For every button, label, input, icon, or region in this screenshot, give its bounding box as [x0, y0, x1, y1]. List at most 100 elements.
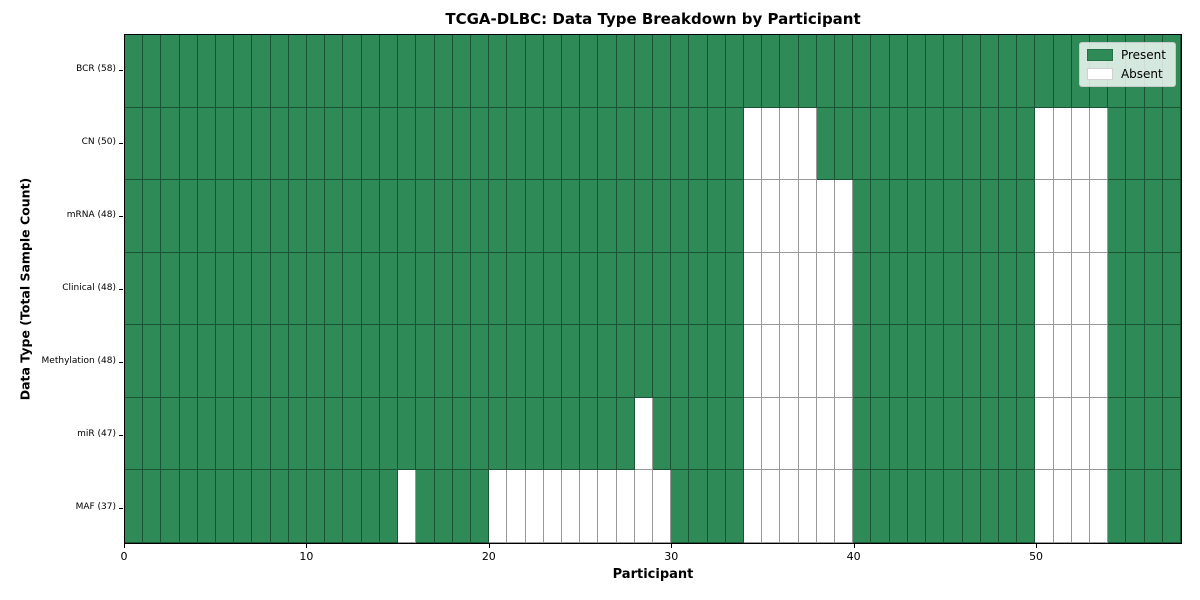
- heatmap-cell: [1071, 180, 1090, 253]
- heatmap-cell: [634, 252, 653, 326]
- heatmap-cell: [1144, 397, 1163, 471]
- heatmap-cell: [125, 470, 144, 543]
- heatmap-cell: [616, 35, 635, 108]
- heatmap-cell: [998, 35, 1018, 108]
- heatmap-cell: [325, 397, 344, 471]
- heatmap-cell: [1108, 397, 1127, 471]
- heatmap-cell: [926, 252, 945, 326]
- heatmap-cell: [1053, 325, 1072, 398]
- heatmap-cell: [944, 35, 963, 108]
- heatmap-cell: [489, 107, 508, 181]
- heatmap-cell: [489, 180, 508, 253]
- heatmap-cell: [325, 180, 344, 253]
- heatmap-cell: [1108, 470, 1127, 543]
- y-tick-mark: [119, 507, 123, 509]
- heatmap-cell: [1144, 252, 1163, 326]
- heatmap-cell: [416, 180, 435, 253]
- heatmap-cell: [689, 470, 708, 543]
- heatmap-cell: [725, 107, 745, 181]
- heatmap-cell: [1035, 325, 1054, 398]
- heatmap-cell: [980, 252, 999, 326]
- heatmap-cell: [762, 325, 781, 398]
- heatmap-cell: [489, 397, 508, 471]
- heatmap-cell: [507, 35, 526, 108]
- heatmap-cell: [343, 397, 362, 471]
- heatmap-cell: [361, 325, 380, 398]
- heatmap-cell: [780, 35, 799, 108]
- legend-label: Present: [1120, 48, 1166, 62]
- heatmap-cell: [1017, 470, 1036, 543]
- legend-swatch-present: [1086, 49, 1113, 61]
- heatmap-cell: [598, 252, 617, 326]
- heatmap-cell: [470, 325, 490, 398]
- x-tick-mark: [124, 544, 125, 548]
- heatmap-cell: [762, 470, 781, 543]
- heatmap-cell: [1126, 470, 1145, 543]
- heatmap-cell: [889, 180, 908, 253]
- heatmap-cell: [252, 397, 271, 471]
- heatmap-cell: [525, 35, 544, 108]
- heatmap-cell: [252, 180, 271, 253]
- heatmap-cell: [434, 35, 453, 108]
- heatmap-cell: [1144, 470, 1163, 543]
- heatmap-cell: [707, 325, 726, 398]
- heatmap-cell: [652, 35, 672, 108]
- heatmap-cell: [525, 470, 544, 543]
- heatmap-cell: [125, 252, 144, 326]
- heatmap-cell: [507, 107, 526, 181]
- heatmap-cell: [489, 325, 508, 398]
- heatmap-cell: [580, 470, 599, 543]
- y-tick-label-clinical: Clinical (48): [62, 283, 116, 293]
- heatmap-cell: [725, 35, 745, 108]
- heatmap-cell: [143, 325, 162, 398]
- heatmap-cell: [361, 180, 380, 253]
- y-tick-label-maf: MAF (37): [75, 501, 116, 512]
- heatmap-cell: [762, 107, 781, 181]
- heatmap-cell: [361, 107, 380, 181]
- heatmap-cell: [616, 397, 635, 471]
- heatmap-cell: [416, 325, 435, 398]
- heatmap-cell: [234, 180, 253, 253]
- heatmap-cell: [197, 35, 217, 108]
- heatmap-cell: [361, 470, 380, 543]
- heatmap-cell: [780, 325, 799, 398]
- heatmap-cell: [1089, 397, 1109, 471]
- heatmap-cell: [580, 397, 599, 471]
- heatmap-cell: [889, 252, 908, 326]
- y-tick-label-cn: CN (50): [81, 137, 116, 148]
- heatmap-cell: [816, 180, 836, 253]
- heatmap-cell: [1108, 325, 1127, 398]
- heatmap-cell: [398, 470, 417, 543]
- heatmap-cell: [725, 252, 745, 326]
- x-tick-label: 50: [1029, 550, 1044, 563]
- legend-item-absent: Absent: [1086, 67, 1166, 81]
- heatmap-cell: [1035, 470, 1054, 543]
- heatmap-cell: [434, 397, 453, 471]
- heatmap-cell: [543, 180, 562, 253]
- heatmap-cell: [325, 35, 344, 108]
- heatmap-cell: [634, 470, 653, 543]
- heatmap-cell: [652, 325, 672, 398]
- heatmap-cell: [598, 470, 617, 543]
- heatmap-cell: [507, 325, 526, 398]
- heatmap-cell: [416, 397, 435, 471]
- heatmap-cell: [707, 107, 726, 181]
- heatmap-cell: [944, 325, 963, 398]
- heatmap-cell: [707, 397, 726, 471]
- heatmap-cell: [1162, 252, 1181, 326]
- heatmap-cell: [907, 107, 927, 181]
- heatmap-cell: [398, 180, 417, 253]
- heatmap-cell: [926, 470, 945, 543]
- heatmap-cell: [871, 35, 890, 108]
- heatmap-cell: [689, 107, 708, 181]
- heatmap-cell: [1035, 397, 1054, 471]
- heatmap-cell: [1017, 180, 1036, 253]
- y-tick-mark: [119, 143, 123, 145]
- heatmap-cell: [816, 397, 836, 471]
- legend-item-present: Present: [1086, 48, 1166, 62]
- heatmap-cell: [1053, 397, 1072, 471]
- heatmap-cell: [525, 252, 544, 326]
- heatmap-cell: [671, 397, 690, 471]
- heatmap-cell: [744, 35, 763, 108]
- heatmap-cell: [252, 325, 271, 398]
